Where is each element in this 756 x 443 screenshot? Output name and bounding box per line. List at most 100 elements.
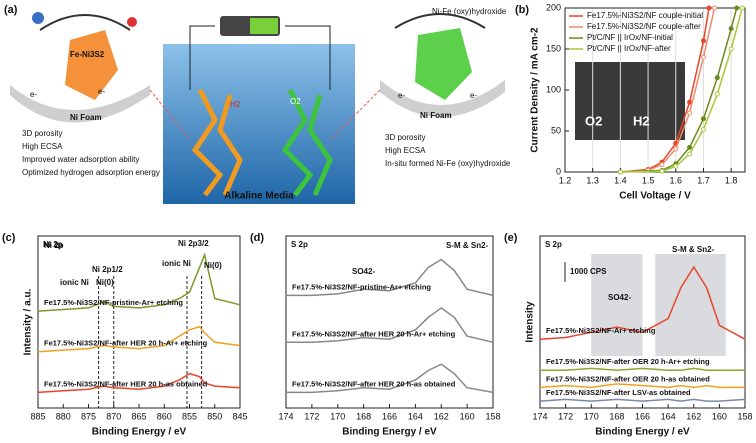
x-tick-label: 160 xyxy=(460,411,475,421)
y-axis-label: Intensity xyxy=(525,301,536,343)
annotation: SO42- xyxy=(608,293,631,302)
label: O2 xyxy=(290,97,301,106)
bullet-text: Improved water adsorption ability xyxy=(22,155,139,164)
panel-title: S 2p xyxy=(545,240,562,249)
marker xyxy=(659,168,665,174)
x-axis-label: Binding Energy / eV xyxy=(92,427,187,438)
molecule xyxy=(127,17,137,27)
annotation: Ni 2p3/2 xyxy=(178,239,209,248)
legend-label: Fe17.5%-Ni3S2/NF couple-initial xyxy=(587,11,703,20)
y-tick-label: 200 xyxy=(546,2,561,12)
series-label: Fe17.5%-Ni3S2/NF-after HER 20 h-as obtai… xyxy=(44,379,208,388)
inset-label: H2 xyxy=(633,113,650,128)
bullet-text: Optimized hydrogen adsorption energy xyxy=(22,168,160,177)
label: Ni Foam xyxy=(70,113,102,122)
label: e- xyxy=(398,91,405,100)
panel-title: Ni 2p xyxy=(43,240,63,249)
x-tick-label: 860 xyxy=(157,411,172,421)
y-tick-label: 100 xyxy=(546,84,561,94)
annotation: ionic Ni xyxy=(60,278,89,287)
legend-label: Pt/C/NF || IrOx/NF-initial xyxy=(587,33,673,42)
annotation: 1000 CPS xyxy=(570,267,607,276)
marker xyxy=(714,91,720,97)
electrode xyxy=(191,88,243,197)
annotation: S-M & Sn2- xyxy=(446,241,489,250)
x-tick-label: 880 xyxy=(56,411,71,421)
bullet-text: High ECSA xyxy=(22,142,63,151)
series-line xyxy=(37,325,241,353)
y-tick-label: 50 xyxy=(551,125,561,135)
bullet-text: High ECSA xyxy=(385,146,426,155)
x-tick-label: 168 xyxy=(609,411,624,421)
annotation: SO42- xyxy=(352,267,375,276)
arrow xyxy=(39,14,131,31)
annotation: Ni 2p xyxy=(44,241,64,250)
annotation: Ni(0) xyxy=(204,261,222,270)
x-tick-label: 172 xyxy=(304,411,319,421)
marker xyxy=(617,169,623,175)
series-line xyxy=(539,265,746,340)
shaded-region xyxy=(591,254,643,356)
x-tick-label: 875 xyxy=(81,411,96,421)
x-tick-label: 174 xyxy=(532,411,547,421)
marker xyxy=(712,5,718,11)
x-tick-label: 1.6 xyxy=(670,175,683,185)
series-line xyxy=(286,258,494,297)
x-tick-label: 158 xyxy=(485,411,500,421)
y-axis-label: Current Density / mA cm-2 xyxy=(530,27,541,153)
x-tick-label: 1.4 xyxy=(614,175,627,185)
marker xyxy=(706,5,712,11)
marker xyxy=(687,110,693,116)
panel-a: (a) Fe-Ni3S2 Ni Foam e- e- 3D porosity Hi… xyxy=(4,4,511,204)
series-label: Fe17.5%-Ni3S2/NF-after HER 20 h-Ar+ etch… xyxy=(292,329,456,338)
marker xyxy=(687,99,693,105)
x-tick-label: 855 xyxy=(182,411,197,421)
bullet-text: 3D porosity xyxy=(385,133,425,142)
x-tick-label: 162 xyxy=(686,411,701,421)
legend-label: Pt/C/NF || IrOx/NF-after xyxy=(587,44,671,53)
annotation: Ni(0) xyxy=(96,278,114,287)
electrode xyxy=(281,88,333,197)
series-line xyxy=(540,367,745,371)
x-tick-label: 166 xyxy=(382,411,397,421)
label: Ni-Fe (oxy)hydroxide xyxy=(432,7,507,16)
guide xyxy=(149,89,381,141)
panel-label: (c) xyxy=(2,232,16,244)
x-axis-label: Binding Energy / eV xyxy=(342,427,437,438)
points-right: 3D porosity High ECSA In-situ formed Ni-Fe… xyxy=(385,133,511,168)
x-tick-label: 1.5 xyxy=(642,175,655,185)
x-tick-label: 170 xyxy=(330,411,345,421)
panel-label: (b) xyxy=(515,4,529,16)
x-tick-label: 885 xyxy=(30,411,45,421)
y-tick-label: 150 xyxy=(546,43,561,53)
series-line xyxy=(620,7,738,173)
label: Alkaline Media xyxy=(224,191,294,202)
x-tick-label: 1.2 xyxy=(559,175,572,185)
x-tick-label: 168 xyxy=(356,411,371,421)
x-tick-label: 870 xyxy=(106,411,121,421)
x-tick-label: 164 xyxy=(661,411,676,421)
y-tick-label: 0 xyxy=(556,166,561,176)
label: e- xyxy=(98,87,105,96)
shaded-region xyxy=(655,254,726,356)
x-tick-label: 158 xyxy=(737,411,752,421)
label: Ni Foam xyxy=(420,111,452,120)
marker xyxy=(659,162,665,168)
marker xyxy=(739,5,745,11)
series-line xyxy=(37,252,241,312)
marker xyxy=(700,54,706,60)
x-axis-label: Binding Energy / eV xyxy=(595,427,690,438)
x-tick-label: 850 xyxy=(207,411,222,421)
marker xyxy=(734,5,740,11)
x-tick-label: 1.3 xyxy=(586,175,599,185)
y-axis-label: Intensity / a.u. xyxy=(23,288,34,355)
series-line xyxy=(539,398,746,402)
wire xyxy=(189,25,331,90)
marker xyxy=(700,126,706,132)
series-label: Fe17.5%-Ni3S2/NF-after HER 20 h-Ar+ etch… xyxy=(44,339,208,348)
catalyst-left xyxy=(65,30,118,100)
x-tick-label: 1.8 xyxy=(725,175,738,185)
points-left: 3D porosity High ECSA Improved water adsor… xyxy=(22,129,160,177)
x-tick-label: 865 xyxy=(131,411,146,421)
